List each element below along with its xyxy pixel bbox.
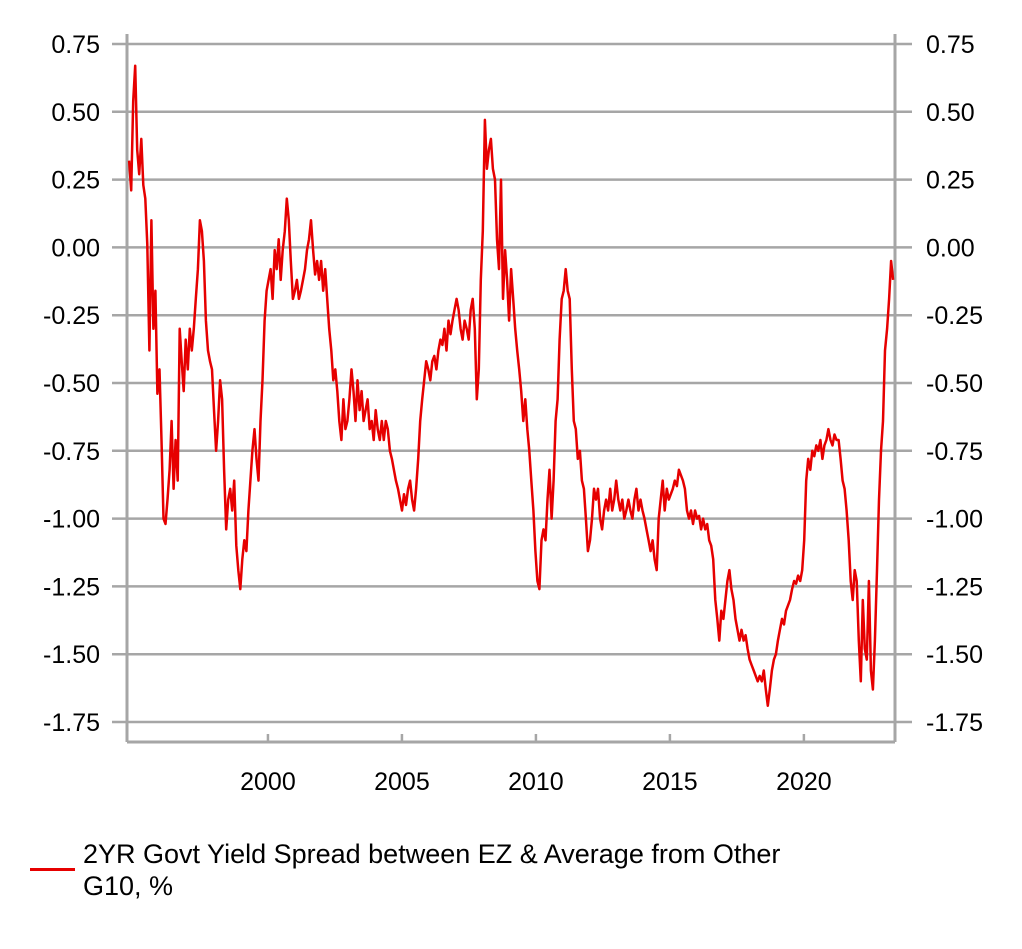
y-tick-label-left: -0.50	[43, 370, 100, 398]
y-tick-label-left: 0.25	[51, 167, 100, 195]
y-tick-label-right: -1.25	[926, 573, 983, 601]
y-tick-label-right: -1.75	[926, 709, 983, 737]
series-line-2yr-yield-spread	[127, 64, 895, 707]
y-tick-label-left: -1.00	[43, 506, 100, 534]
y-tick-label-left: 0.50	[51, 99, 100, 127]
series-group	[127, 64, 895, 707]
x-axis-labels: 2000 2005 2010 2015 2020	[240, 768, 832, 796]
y-tick-label-right: 0.50	[926, 99, 975, 127]
legend-swatch	[30, 868, 75, 871]
y-tick-label-left: -1.50	[43, 641, 100, 669]
x-tick-label: 2000	[240, 768, 296, 796]
x-tick-label: 2010	[508, 768, 564, 796]
y-tick-label-left: 0.00	[51, 234, 100, 262]
y-tick-label-right: -0.25	[926, 302, 983, 330]
x-tick-label: 2005	[374, 768, 430, 796]
y-tick-label-right: -0.75	[926, 438, 983, 466]
axes	[125, 34, 897, 744]
y-tick-label-left: -0.75	[43, 438, 100, 466]
y-axis-left-labels: 0.75 0.50 0.25 0.00 -0.25 -0.50 -0.75 -1.00 -1.2…	[43, 31, 100, 737]
x-tick-label: 2015	[642, 768, 698, 796]
y-tick-label-left: -1.75	[43, 709, 100, 737]
y-tick-label-left: -1.25	[43, 573, 100, 601]
legend-label: 2YR Govt Yield Spread between EZ & Avera…	[83, 839, 781, 901]
y-tick-label-left: 0.75	[51, 31, 100, 59]
y-tick-label-right: -1.50	[926, 641, 983, 669]
y-tick-label-right: -0.50	[926, 370, 983, 398]
gridlines	[112, 42, 912, 724]
y-tick-label-right: 0.00	[926, 234, 975, 262]
y-tick-label-right: 0.75	[926, 31, 975, 59]
y-tick-label-right: -1.00	[926, 506, 983, 534]
y-tick-label-left: -0.25	[43, 302, 100, 330]
x-tick-label: 2020	[776, 768, 832, 796]
legend: 2YR Govt Yield Spread between EZ & Avera…	[30, 838, 843, 902]
y-axis-right-labels: 0.75 0.50 0.25 0.00 -0.25 -0.50 -0.75 -1.00 -1.2…	[926, 31, 983, 737]
y-tick-label-right: 0.25	[926, 167, 975, 195]
